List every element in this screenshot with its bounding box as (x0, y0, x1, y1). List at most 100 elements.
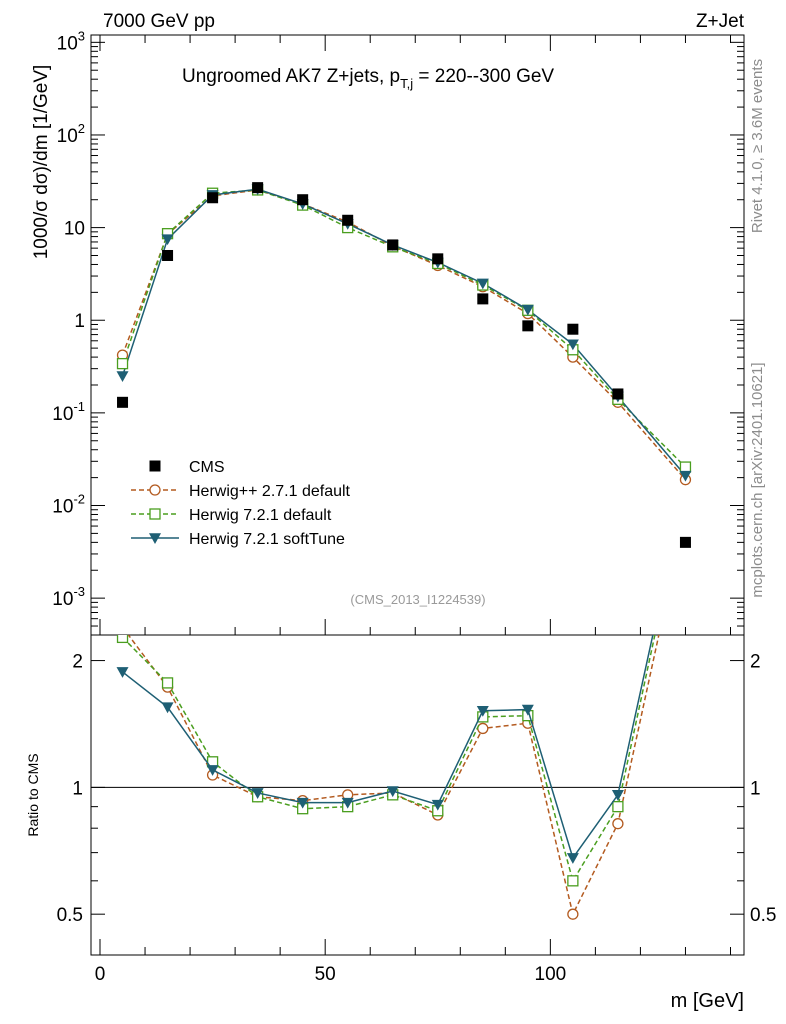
ratio-series-3 (116, 635, 654, 864)
series-2 (121, 189, 686, 468)
series-line (121, 189, 686, 468)
data-point (611, 790, 624, 801)
data-point (149, 460, 161, 472)
data-point (477, 722, 489, 735)
data-point (680, 507, 690, 517)
data-point (252, 182, 264, 194)
data-point (522, 320, 534, 332)
data-point (476, 278, 489, 290)
data-point (117, 396, 129, 408)
data-point (149, 508, 161, 520)
y-tick-label: 102 (57, 121, 85, 147)
data-point (612, 800, 624, 813)
data-point (162, 249, 174, 261)
series-markers-2 (116, 184, 692, 473)
legend-label: Herwig 7.2.1 default (189, 507, 332, 524)
data-point (679, 461, 692, 473)
ratio-tick-label: 0.5 (750, 905, 776, 926)
data-point (566, 853, 579, 864)
ratio-axis-label: Ratio to CMS (25, 753, 41, 836)
data-point (149, 533, 161, 544)
data-point (612, 818, 624, 830)
y-axis-label: 1000/σ dσ)/dm [1/GeV] (31, 65, 52, 260)
ratio-tick-label: 1 (72, 778, 83, 799)
legend-item-1: Herwig++ 2.7.1 default (131, 483, 351, 500)
title-sub: T,j (400, 76, 413, 91)
series-line (121, 189, 687, 481)
data-point (206, 765, 219, 776)
rivet-label: Rivet 4.1.0, ≥ 3.6M events (749, 59, 766, 233)
chart-title: Ungroomed AK7 Z+jets, pT,j = 220--300 Ge… (182, 66, 554, 91)
series-layer (116, 182, 692, 548)
data-point (118, 622, 128, 632)
data-point (680, 488, 690, 498)
series-markers-3 (116, 184, 692, 482)
data-point (432, 253, 444, 265)
legend-item-3: Herwig 7.2.1 softTune (131, 531, 345, 548)
data-point (679, 470, 692, 482)
ratio-tick-label: 2 (750, 652, 761, 673)
ratio-line (127, 635, 660, 917)
data-point (161, 234, 174, 246)
series-markers-0 (117, 182, 691, 548)
data-point (161, 677, 174, 689)
legend-label: CMS (189, 459, 225, 476)
y-tick-label: 103 (57, 28, 85, 54)
data-point (612, 388, 624, 400)
header-left: 7000 GeV pp (103, 11, 215, 32)
legend-label: Herwig 7.2.1 softTune (189, 531, 345, 548)
data-point (387, 239, 399, 251)
data-point (116, 635, 129, 644)
ratio-frame (90, 634, 745, 956)
watermark: (CMS_2013_I1224539) (350, 592, 485, 607)
y-tick-label: 10 (64, 219, 85, 240)
legend-item-0: CMS (149, 459, 225, 476)
data-point (521, 304, 534, 316)
data-point (679, 536, 691, 548)
data-point (341, 797, 354, 809)
series-1 (121, 189, 687, 481)
data-point (251, 788, 264, 799)
ratio-tick-label: 0.5 (57, 905, 83, 926)
y-tick-label: 10-3 (52, 584, 85, 610)
data-point (296, 797, 309, 809)
title-main: Ungroomed AK7 Z+jets, p (182, 66, 400, 87)
y-tick-label: 10-1 (52, 399, 85, 425)
data-point (567, 875, 579, 887)
series-line (121, 188, 687, 477)
ratio-line (121, 635, 656, 883)
y-tick-label: 10-2 (52, 492, 85, 518)
data-point (116, 371, 129, 383)
mcplots-label: mcplots.cern.ch [arXiv:2401.10621] (749, 362, 766, 597)
x-tick-label: 0 (95, 964, 106, 985)
y-tick-label: 1 (74, 311, 85, 332)
data-point (476, 705, 489, 717)
frames: 10-3 10-2 10-1 1 10 102 103 0 50 100 0.5 0.5 1 1 2 2 (52, 28, 776, 985)
legend-item-2: Herwig 7.2.1 default (131, 507, 332, 524)
ratio-series-1 (118, 507, 690, 920)
header-right: Z+Jet (696, 11, 745, 32)
data-point (116, 667, 129, 678)
data-point (431, 799, 444, 811)
data-point (566, 339, 579, 351)
ratio-layer (116, 488, 690, 920)
data-point (297, 194, 309, 206)
data-point (342, 214, 354, 226)
data-point (386, 786, 399, 798)
ratio-tick-label: 1 (750, 778, 761, 799)
data-point (521, 704, 534, 716)
x-tick-label: 100 (535, 964, 567, 985)
series-markers-1 (116, 184, 692, 486)
x-tick-label: 50 (315, 964, 336, 985)
title-tail: = 220--300 GeV (413, 66, 554, 87)
series-3 (121, 188, 687, 477)
data-point (149, 484, 161, 496)
x-axis-label: m [GeV] (671, 990, 744, 1012)
ratio-tick-label: 2 (72, 652, 83, 673)
data-point (567, 908, 579, 920)
data-point (116, 357, 129, 370)
legend: CMS Herwig++ 2.7.1 default Herwig 7.2.1 de… (131, 459, 351, 548)
data-point (567, 323, 579, 335)
data-point (161, 702, 174, 714)
